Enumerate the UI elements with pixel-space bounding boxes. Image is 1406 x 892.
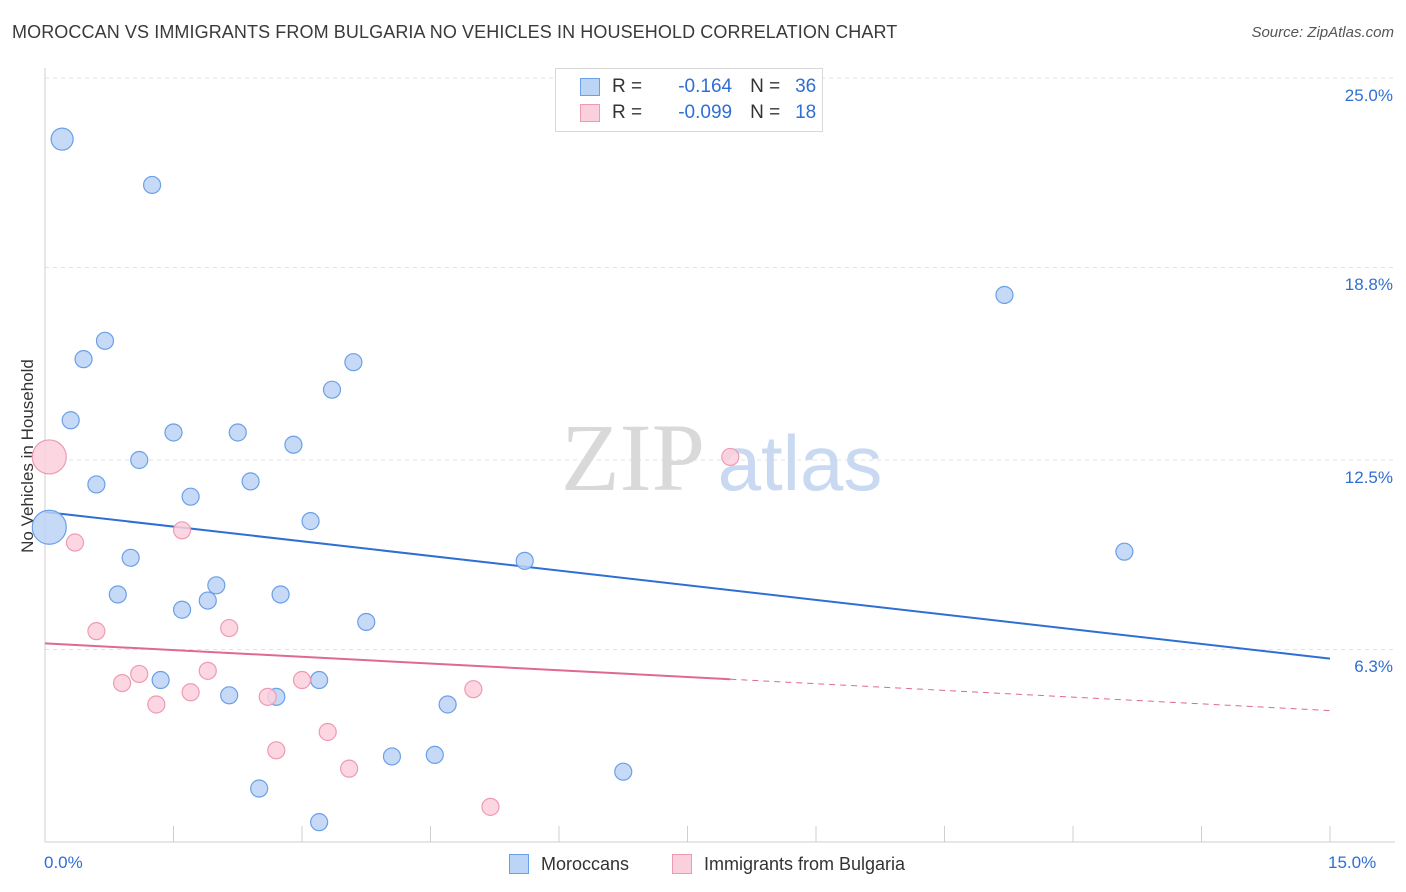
data-points (31, 127, 1134, 832)
moroccans-point (310, 813, 329, 832)
chart-title: MOROCCAN VS IMMIGRANTS FROM BULGARIA NO … (12, 22, 898, 42)
moroccans-point (151, 670, 170, 690)
moroccans-point (87, 475, 106, 494)
series-legend-moroccans: Moroccans (509, 852, 629, 876)
bulgaria-point (340, 759, 359, 778)
moroccans-point (250, 779, 269, 798)
moroccans-point (142, 175, 162, 195)
watermark-zip: ZIP (561, 404, 705, 511)
bulgaria-point (181, 683, 200, 702)
moroccans-point (241, 472, 260, 491)
r-value-bulgaria: -0.099 (678, 102, 733, 123)
bulgaria-point (130, 664, 149, 684)
moroccans-point (95, 331, 115, 350)
x-tick-label-max: 15.0% (1328, 853, 1377, 872)
moroccans-point (198, 591, 217, 610)
bulgaria-swatch (580, 104, 600, 122)
bulgaria-point (258, 687, 277, 706)
r-label: R = (612, 102, 643, 123)
moroccans-point (515, 551, 534, 570)
moroccans-point (271, 585, 290, 604)
bulgaria-point (481, 797, 500, 816)
y-tick-label: 12.5% (1344, 468, 1393, 487)
grid-lines (45, 77, 1395, 650)
stats-legend: R = -0.164 N = 36 R = -0.099 N = 18 (555, 68, 823, 132)
bulgaria-point (31, 439, 67, 475)
moroccans-point (301, 512, 320, 531)
moroccans-point (284, 435, 303, 454)
bulgaria-point (147, 695, 166, 714)
moroccans-point (438, 695, 457, 714)
moroccans-legend-label: Moroccans (541, 853, 630, 874)
chart-source: Source: ZipAtlas.com (1251, 24, 1394, 41)
trend-line-extension (730, 678, 1331, 712)
r-value-moroccans: -0.164 (678, 76, 733, 97)
y-tick-label: 6.3% (1354, 657, 1393, 677)
bulgaria-point (172, 521, 192, 540)
moroccans-point (322, 380, 342, 399)
moroccans-point (614, 762, 633, 781)
moroccans-point (357, 612, 376, 632)
moroccans-point (31, 509, 67, 545)
bulgaria-point (292, 670, 312, 690)
bulgaria-point (112, 673, 132, 693)
moroccans-point (382, 747, 402, 766)
stats-legend-row-moroccans: R = -0.164 N = 36 (580, 75, 816, 99)
watermark-atlas: atlas (718, 419, 883, 507)
moroccans-point (220, 686, 239, 705)
y-tick-label: 18.8% (1344, 275, 1393, 295)
trend-line (44, 642, 731, 681)
n-value-moroccans: 36 (795, 76, 817, 97)
bulgaria-point (267, 741, 286, 760)
n-label: N = (750, 76, 781, 97)
bulgaria-point (721, 447, 740, 467)
bulgaria-point (65, 533, 85, 552)
y-tick-label: 25.0% (1344, 86, 1393, 105)
moroccans-point (228, 423, 247, 442)
series-legend-bulgaria: Immigrants from Bulgaria (672, 852, 905, 876)
bulgaria-point (220, 618, 239, 638)
bulgaria-point (198, 661, 217, 680)
n-label: N = (750, 102, 781, 123)
bulgaria-legend-swatch (672, 854, 692, 874)
bulgaria-point (87, 622, 106, 641)
bulgaria-point (464, 680, 483, 699)
trend-line (44, 510, 1331, 660)
moroccans-point (207, 576, 226, 595)
moroccans-point (995, 285, 1014, 305)
moroccans-legend-swatch (509, 854, 529, 874)
moroccans-point (172, 600, 192, 619)
moroccans-point (50, 127, 74, 151)
watermark: ZIP atlas (561, 404, 882, 511)
moroccans-point (61, 411, 80, 430)
moroccans-point (1115, 542, 1134, 561)
bulgaria-point (318, 722, 337, 742)
moroccans-point (344, 353, 363, 372)
x-tick-label-min: 0.0% (44, 853, 83, 872)
moroccans-point (425, 745, 444, 765)
trend-lines (44, 510, 1331, 712)
moroccans-point (164, 423, 183, 442)
n-value-bulgaria: 18 (795, 102, 817, 123)
moroccans-point (181, 487, 200, 506)
moroccans-point (108, 585, 127, 604)
moroccans-swatch (580, 78, 600, 96)
bulgaria-legend-label: Immigrants from Bulgaria (704, 853, 906, 874)
moroccans-point (310, 670, 329, 690)
moroccans-point (130, 450, 149, 470)
stats-legend-row-bulgaria: R = -0.099 N = 18 (580, 101, 816, 125)
r-label: R = (612, 76, 643, 97)
moroccans-point (74, 350, 93, 369)
moroccans-point (121, 548, 140, 567)
